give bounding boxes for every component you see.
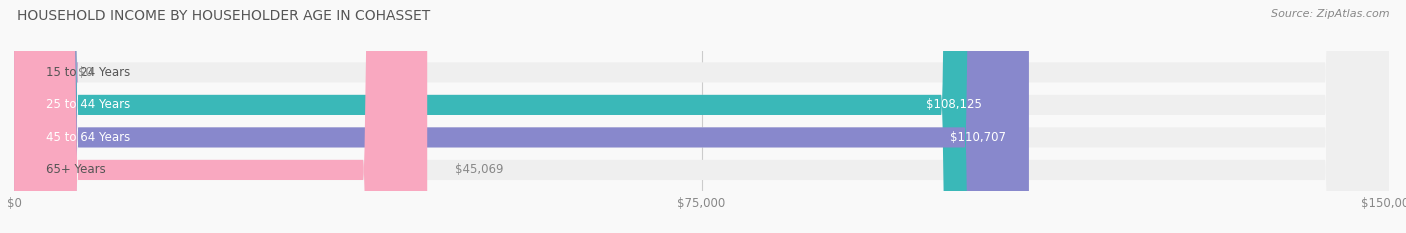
Text: HOUSEHOLD INCOME BY HOUSEHOLDER AGE IN COHASSET: HOUSEHOLD INCOME BY HOUSEHOLDER AGE IN C… — [17, 9, 430, 23]
Text: 65+ Years: 65+ Years — [46, 163, 105, 176]
FancyBboxPatch shape — [14, 0, 1389, 233]
Text: 15 to 24 Years: 15 to 24 Years — [46, 66, 131, 79]
Text: 45 to 64 Years: 45 to 64 Years — [46, 131, 131, 144]
Text: $45,069: $45,069 — [454, 163, 503, 176]
FancyBboxPatch shape — [0, 0, 79, 233]
Text: $0: $0 — [79, 66, 93, 79]
Text: $108,125: $108,125 — [927, 98, 983, 111]
FancyBboxPatch shape — [14, 0, 427, 233]
FancyBboxPatch shape — [14, 0, 1389, 233]
FancyBboxPatch shape — [14, 0, 1389, 233]
Text: 25 to 44 Years: 25 to 44 Years — [46, 98, 131, 111]
Text: Source: ZipAtlas.com: Source: ZipAtlas.com — [1271, 9, 1389, 19]
FancyBboxPatch shape — [14, 0, 1389, 233]
FancyBboxPatch shape — [14, 0, 1029, 233]
FancyBboxPatch shape — [14, 0, 1005, 233]
Text: $110,707: $110,707 — [950, 131, 1007, 144]
